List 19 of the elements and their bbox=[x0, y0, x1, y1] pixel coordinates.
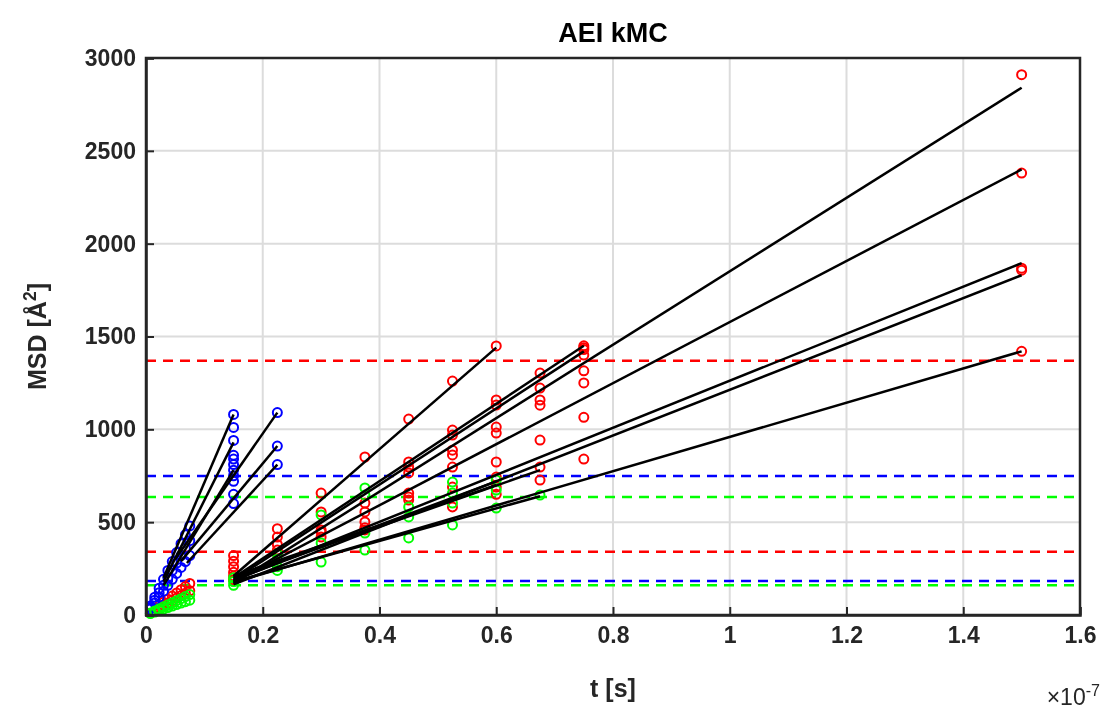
x-tick-label: 1.2 bbox=[831, 622, 863, 649]
chart-title: AEI kMC bbox=[558, 18, 668, 48]
y-tick-label: 0 bbox=[123, 601, 136, 628]
x-tick-label: 1.6 bbox=[1064, 622, 1097, 649]
y-tick-label: 500 bbox=[97, 509, 136, 536]
x-tick-label: 0 bbox=[140, 622, 153, 649]
y-tick-label: 2500 bbox=[84, 137, 136, 164]
text: ×10$^{-7}$ bbox=[1046, 681, 1101, 710]
y-tick-label: 1000 bbox=[84, 416, 136, 443]
y-tick-label: 3000 bbox=[84, 44, 136, 71]
x-tick-label: 1 bbox=[723, 622, 737, 649]
y-tick-label: 2000 bbox=[84, 230, 136, 257]
y-tick-label: 1500 bbox=[84, 323, 136, 350]
x-axis-title: t [s] bbox=[590, 674, 636, 702]
x-tick-label: 0.4 bbox=[364, 622, 397, 649]
x-tick-label: 0.6 bbox=[480, 622, 513, 649]
x-tick-label: 0.8 bbox=[597, 622, 630, 649]
x-tick-label: 0.2 bbox=[247, 622, 280, 649]
x-tick-label: 1.4 bbox=[947, 622, 980, 649]
